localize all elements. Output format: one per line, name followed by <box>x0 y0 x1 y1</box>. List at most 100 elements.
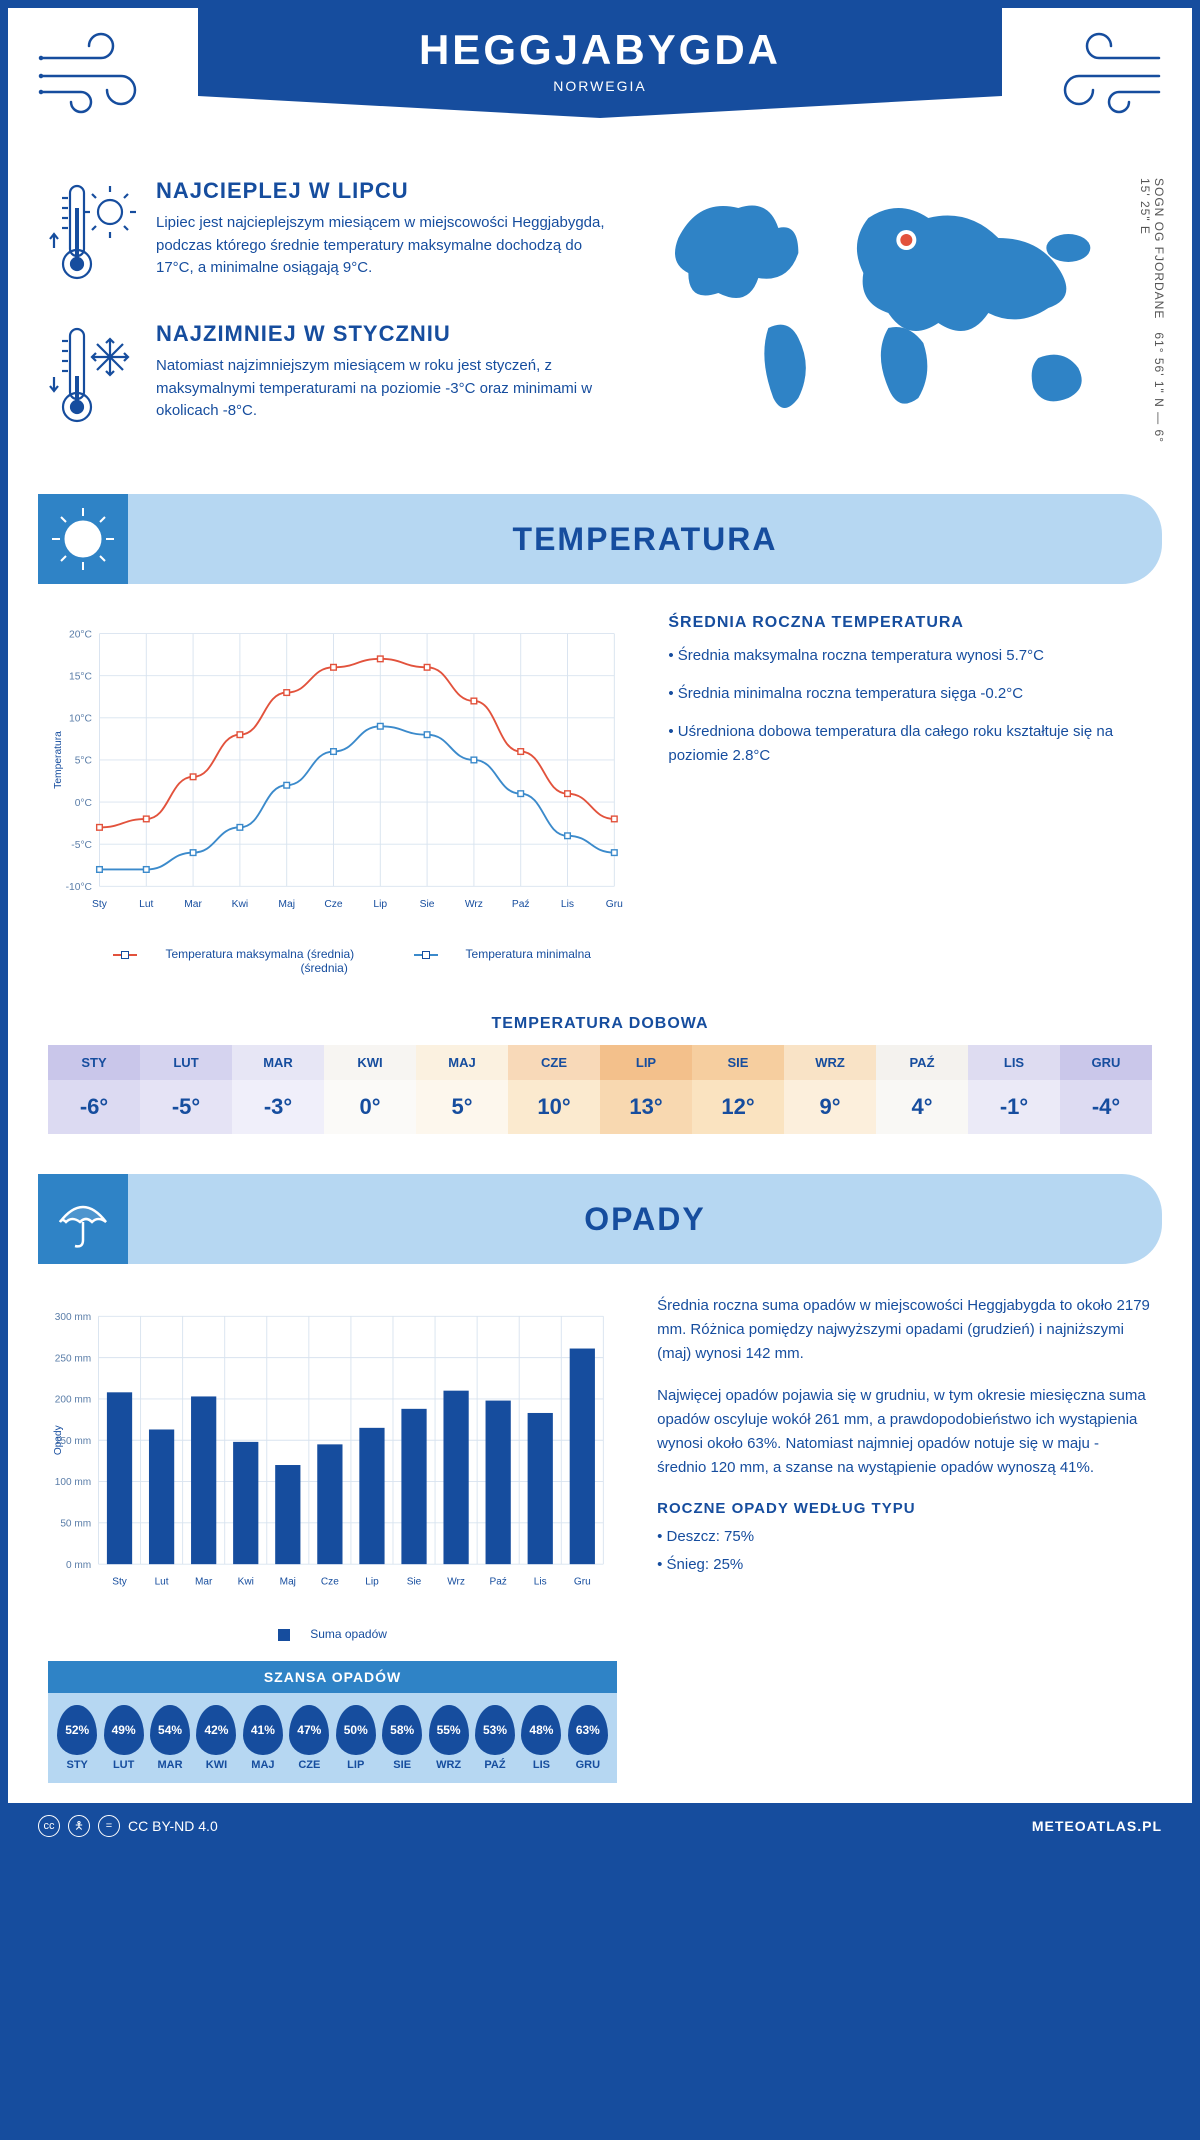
facts-column: NAJCIEPLEJ W LIPCU Lipiec jest najcieple… <box>48 178 605 464</box>
daily-temp-table: STY -6° LUT -5° MAR -3° KWI 0° MAJ 5° CZ… <box>48 1045 1152 1134</box>
daily-temp-cell: GRU -4° <box>1060 1045 1152 1134</box>
svg-text:Cze: Cze <box>321 1576 339 1587</box>
chance-drop: 54% MAR <box>147 1705 193 1771</box>
map-marker-icon <box>901 234 913 246</box>
svg-text:Paź: Paź <box>489 1576 506 1587</box>
raindrop-icon: 41% <box>243 1705 283 1755</box>
infographic-page: HEGGJABYGDA NORWEGIA <box>8 8 1192 1849</box>
svg-text:-5°C: -5°C <box>71 840 92 851</box>
daily-temp-cell: MAJ 5° <box>416 1045 508 1134</box>
raindrop-icon: 53% <box>475 1705 515 1755</box>
svg-text:Gru: Gru <box>606 899 623 910</box>
svg-text:Mar: Mar <box>195 1576 213 1587</box>
svg-text:Sty: Sty <box>112 1576 128 1587</box>
raindrop-icon: 48% <box>521 1705 561 1755</box>
precipitation-content: 0 mm50 mm100 mm150 mm200 mm250 mm300 mmS… <box>8 1264 1192 1803</box>
facts-row: NAJCIEPLEJ W LIPCU Lipiec jest najcieple… <box>8 178 1192 494</box>
world-map: SOGN OG FJORDANE 61° 56' 1" N — 6° 15' 2… <box>645 178 1152 464</box>
precip-para: Najwięcej opadów pojawia się w grudniu, … <box>657 1384 1152 1480</box>
daily-temp-cell: PAŹ 4° <box>876 1045 968 1134</box>
daily-temp-cell: MAR -3° <box>232 1045 324 1134</box>
svg-text:-10°C: -10°C <box>66 882 93 893</box>
temperature-content: -10°C-5°C0°C5°C10°C15°C20°CStyLutMarKwiM… <box>8 584 1192 1005</box>
nd-icon: = <box>98 1815 120 1837</box>
chance-drop: 63% GRU <box>565 1705 611 1771</box>
daily-temp-cell: LIS -1° <box>968 1045 1060 1134</box>
footer: cc 🯅 = CC BY-ND 4.0 METEOATLAS.PL <box>8 1803 1192 1849</box>
temp-bullet: • Średnia minimalna roczna temperatura s… <box>668 682 1152 706</box>
svg-text:0°C: 0°C <box>75 798 93 809</box>
precipitation-chance-panel: SZANSA OPADÓW 52% STY 49% LUT 54% MAR 42… <box>48 1661 617 1783</box>
raindrop-icon: 55% <box>429 1705 469 1755</box>
daily-temp-cell: KWI 0° <box>324 1045 416 1134</box>
brand: METEOATLAS.PL <box>1032 1818 1162 1834</box>
precipitation-summary: Średnia roczna suma opadów w miejscowośc… <box>657 1294 1152 1783</box>
raindrop-icon: 42% <box>196 1705 236 1755</box>
svg-text:5°C: 5°C <box>75 756 93 767</box>
annual-temp-title: ŚREDNIA ROCZNA TEMPERATURA <box>668 614 1152 632</box>
temp-bullet: • Uśredniona dobowa temperatura dla całe… <box>668 720 1152 768</box>
warmest-body: Lipiec jest najcieplejszym miesiącem w m… <box>156 212 605 280</box>
location-title: HEGGJABYGDA <box>198 26 1002 74</box>
raindrop-icon: 52% <box>57 1705 97 1755</box>
daily-temp-cell: STY -6° <box>48 1045 140 1134</box>
svg-text:Wrz: Wrz <box>447 1576 465 1587</box>
svg-text:Temperatura: Temperatura <box>53 731 64 789</box>
thermometer-sun-icon <box>48 178 138 293</box>
chance-drop: 55% WRZ <box>425 1705 471 1771</box>
precip-type-rain: • Deszcz: 75% <box>657 1525 1152 1549</box>
temperature-line-chart: -10°C-5°C0°C5°C10°C15°C20°CStyLutMarKwiM… <box>48 614 628 975</box>
title-banner: HEGGJABYGDA NORWEGIA <box>198 8 1002 118</box>
daily-temp-cell: LIP 13° <box>600 1045 692 1134</box>
svg-text:Lut: Lut <box>139 899 153 910</box>
daily-temp-cell: SIE 12° <box>692 1045 784 1134</box>
precip-type-title: ROCZNE OPADY WEDŁUG TYPU <box>657 1500 1152 1517</box>
coldest-fact: NAJZIMNIEJ W STYCZNIU Natomiast najzimni… <box>48 321 605 436</box>
cc-icon: cc <box>38 1815 60 1837</box>
svg-text:250 mm: 250 mm <box>55 1353 91 1364</box>
svg-text:Cze: Cze <box>324 899 343 910</box>
license-text: CC BY-ND 4.0 <box>128 1818 218 1834</box>
svg-text:50 mm: 50 mm <box>60 1519 91 1530</box>
warmest-title: NAJCIEPLEJ W LIPCU <box>156 178 605 204</box>
svg-text:Lip: Lip <box>365 1576 379 1587</box>
svg-text:Lis: Lis <box>534 1576 547 1587</box>
svg-text:Sie: Sie <box>420 899 435 910</box>
wind-icon <box>1037 28 1167 123</box>
chance-drop: 50% LIP <box>333 1705 379 1771</box>
daily-temp-cell: LUT -5° <box>140 1045 232 1134</box>
svg-text:Lis: Lis <box>561 899 574 910</box>
chance-drop: 42% KWI <box>193 1705 239 1771</box>
svg-text:Lut: Lut <box>155 1576 169 1587</box>
precip-type-snow: • Śnieg: 25% <box>657 1553 1152 1577</box>
svg-text:Lip: Lip <box>373 899 387 910</box>
chance-title: SZANSA OPADÓW <box>48 1661 617 1693</box>
temp-chart-legend: Temperatura maksymalna (średnia) Tempera… <box>48 947 628 975</box>
chance-drops-row: 52% STY 49% LUT 54% MAR 42% KWI 41% MAJ … <box>48 1693 617 1783</box>
svg-text:Kwi: Kwi <box>238 1576 254 1587</box>
temperature-title: TEMPERATURA <box>128 521 1162 558</box>
svg-text:100 mm: 100 mm <box>55 1477 91 1488</box>
precipitation-bar-chart: 0 mm50 mm100 mm150 mm200 mm250 mm300 mmS… <box>48 1294 617 1783</box>
svg-text:Sty: Sty <box>92 899 108 910</box>
svg-text:300 mm: 300 mm <box>55 1312 91 1323</box>
chance-drop: 47% CZE <box>286 1705 332 1771</box>
svg-text:Wrz: Wrz <box>465 899 483 910</box>
raindrop-icon: 50% <box>336 1705 376 1755</box>
by-icon: 🯅 <box>68 1815 90 1837</box>
svg-text:Maj: Maj <box>278 899 295 910</box>
svg-text:10°C: 10°C <box>69 714 93 725</box>
chance-drop: 58% SIE <box>379 1705 425 1771</box>
daily-temp-title: TEMPERATURA DOBOWA <box>8 1015 1192 1033</box>
daily-temp-cell: WRZ 9° <box>784 1045 876 1134</box>
precip-para: Średnia roczna suma opadów w miejscowośc… <box>657 1294 1152 1366</box>
daily-temp-cell: CZE 10° <box>508 1045 600 1134</box>
raindrop-icon: 63% <box>568 1705 608 1755</box>
chance-drop: 53% PAŹ <box>472 1705 518 1771</box>
raindrop-icon: 58% <box>382 1705 422 1755</box>
umbrella-icon <box>38 1174 128 1264</box>
chance-drop: 49% LUT <box>100 1705 146 1771</box>
chance-drop: 48% LIS <box>518 1705 564 1771</box>
precipitation-title: OPADY <box>128 1201 1162 1238</box>
chance-drop: 52% STY <box>54 1705 100 1771</box>
